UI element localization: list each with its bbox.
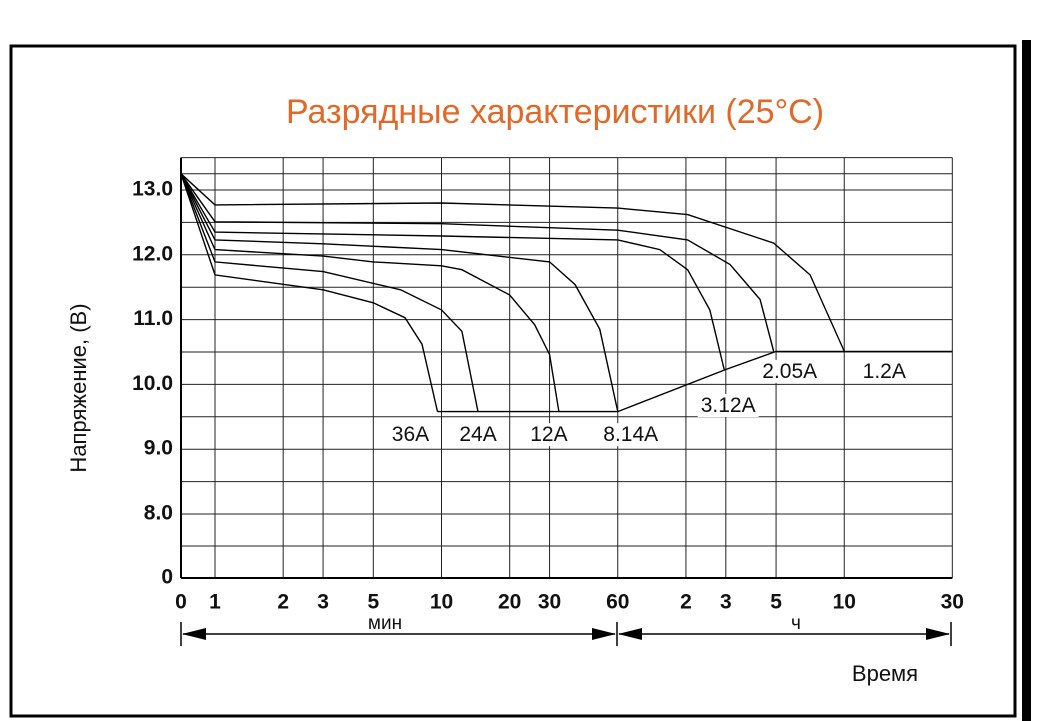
x-tick-label: 0 [175,591,187,614]
arrow-head [926,628,950,640]
series-label: 1.2A [863,360,906,383]
y-tick-label: 8.0 [144,502,173,525]
x-tick-label: 10 [430,591,453,614]
x-tick-label: 2 [277,591,289,614]
x-unit-label: ч [791,613,801,634]
x-tick-label: 5 [367,591,379,614]
label-bg [456,423,500,447]
label-bg [600,423,662,447]
x-unit-label: мин [368,613,402,634]
y-axis-label: Напряжение, (В) [66,303,91,472]
label-bg [388,423,433,447]
y-tick-label: 12.0 [132,242,173,265]
chart-title: Разрядные характеристики (25°C) [286,93,824,131]
y-tick-label: 0 [161,566,173,589]
y-tick-label: 11.0 [133,307,173,330]
x-tick-label: 5 [770,591,782,614]
frame [9,44,1017,718]
x-tick-label: 3 [317,591,329,614]
label-bg [697,394,759,418]
series-label: 12A [530,423,567,446]
series-line [180,173,775,352]
x-tick-label: 60 [606,591,629,614]
x-tick-label: 30 [941,591,964,614]
series-line [180,173,439,412]
series-label: 3.12A [701,394,756,417]
series-line [180,173,560,412]
unit-arrows [180,622,952,646]
series-label: 24A [459,423,496,446]
label-bg [859,359,909,383]
frame-shadow [1022,40,1031,721]
x-tick-label: 30 [538,591,561,614]
y-tick-label: 13.0 [132,178,173,201]
series-line [437,350,953,413]
label-bg [759,359,821,383]
label-bg [527,423,571,447]
series-label: 36A [392,423,429,446]
x-axis-label: Время [852,661,918,686]
arrow-head [618,628,642,640]
y-tick-label: 10.0 [132,372,173,395]
x-tick-label: 10 [833,591,856,614]
series-line [180,173,725,370]
series-label: 8.14A [603,423,658,446]
series-line [180,173,845,352]
x-tick-label: 20 [498,591,521,614]
series-line [180,173,479,412]
x-tick-label: 1 [209,591,221,614]
series-line [180,173,619,412]
x-tick-label: 2 [680,591,692,614]
x-tick-label: 3 [720,591,732,614]
arrow-head [182,628,206,640]
arrow-head [592,628,616,640]
y-tick-label: 9.0 [144,437,173,460]
series-label: 2.05A [762,360,817,383]
